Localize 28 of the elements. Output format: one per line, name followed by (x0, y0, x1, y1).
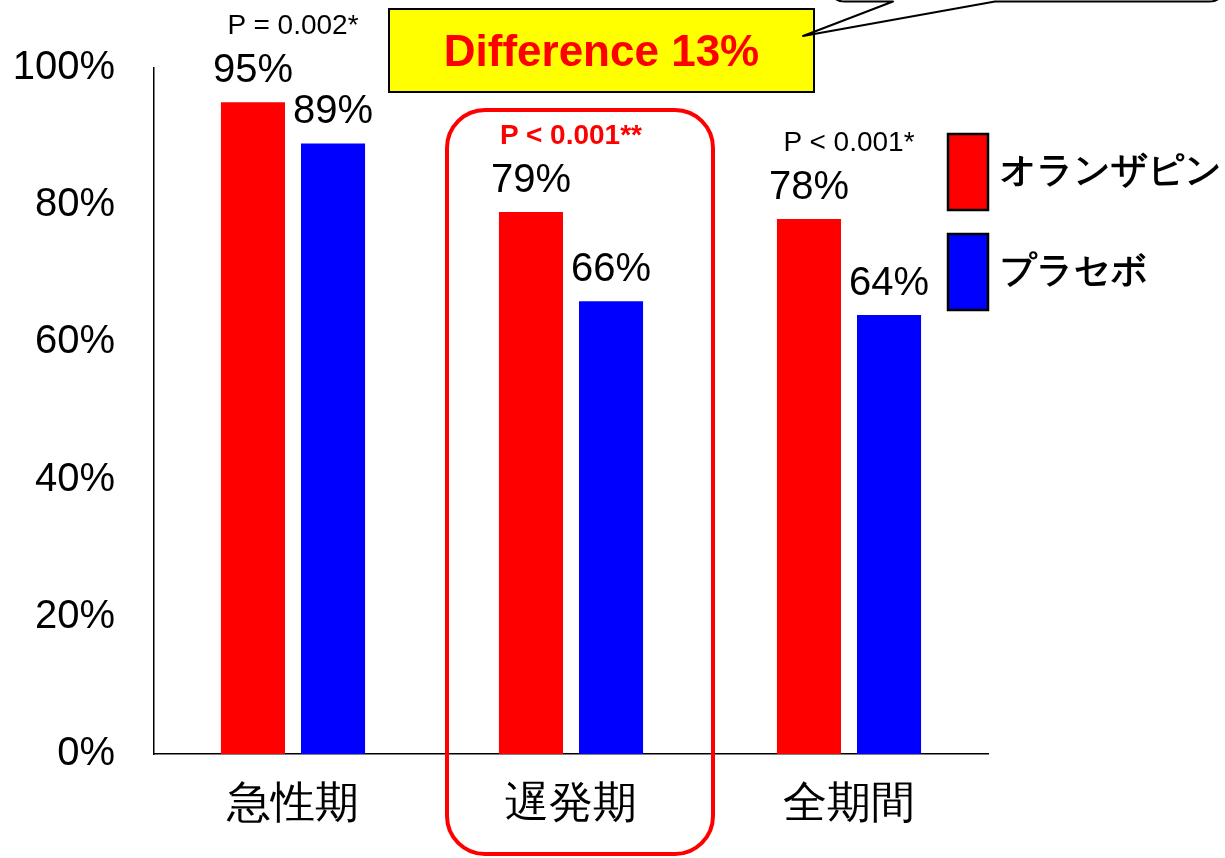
y-tick-label: 60% (34, 317, 115, 362)
text: P = 0.002* (227, 9, 359, 41)
x-tick-label: 全期間 (783, 776, 915, 826)
bar (857, 314, 922, 754)
y-tick-label: 0% (57, 729, 115, 774)
data-label: 66% (571, 245, 652, 290)
y-tick-label: 100% (12, 43, 115, 88)
x-tick-label: 急性期 (226, 776, 359, 826)
y-tick-label: 40% (34, 454, 115, 499)
bar (220, 102, 285, 754)
data-label: 79% (490, 156, 571, 201)
annotation: Difference 13% (443, 25, 760, 76)
bar (301, 143, 366, 754)
callout-box: Difference 13% (388, 8, 815, 93)
bar (776, 218, 841, 754)
data-label: 64% (849, 258, 930, 303)
y-tick-label: 80% (34, 180, 115, 225)
annotation: P < 0.001** (500, 119, 643, 151)
bar (498, 212, 563, 754)
legend-label: プラセボ (1000, 248, 1148, 290)
data-label: 89% (293, 87, 374, 132)
annotation: P < 0.001* (783, 125, 915, 157)
x-tick-label: 遅発期 (505, 776, 637, 826)
data-label: 95% (212, 46, 293, 91)
data-label: 78% (768, 162, 849, 207)
bar (579, 301, 644, 754)
legend-label: オランザピン (1000, 148, 1222, 190)
y-tick-label: 20% (34, 591, 115, 636)
